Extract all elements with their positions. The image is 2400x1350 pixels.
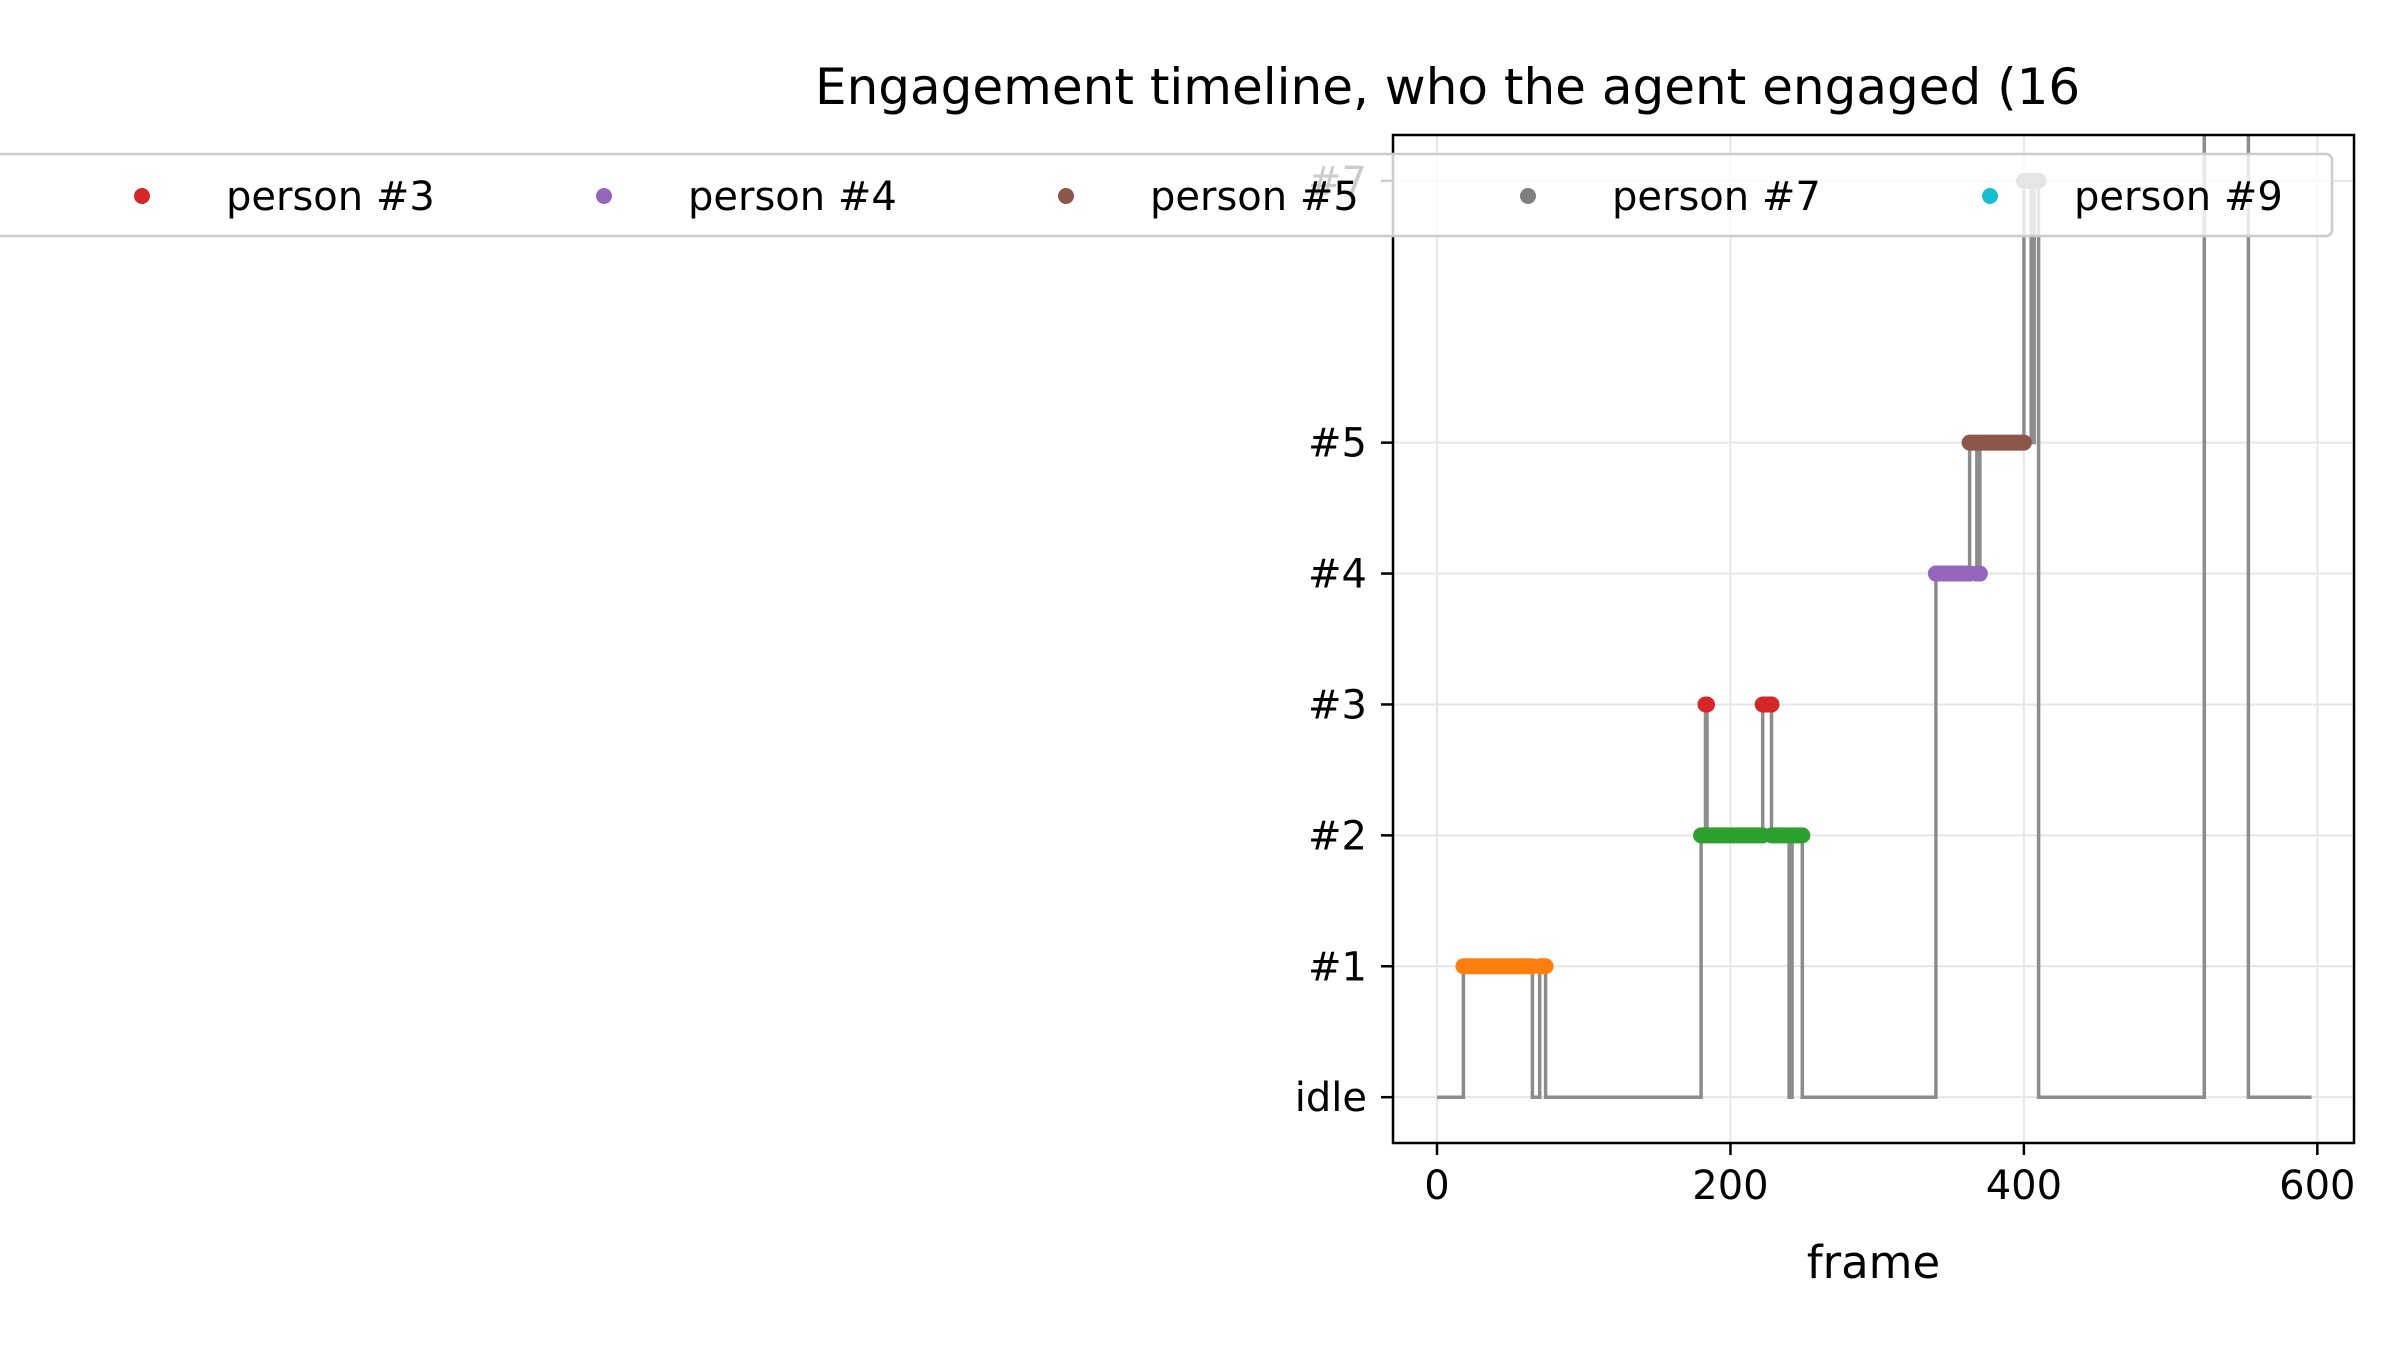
engagement-markers xyxy=(1455,172,2047,975)
y-tick-label: #2 xyxy=(1308,813,1367,859)
legend-label: person #9 xyxy=(2074,174,2283,220)
legend-label: person #5 xyxy=(1150,174,1359,220)
y-tick-label: #4 xyxy=(1308,552,1367,598)
legend-marker xyxy=(596,188,612,204)
legend-label: person #3 xyxy=(226,174,435,220)
y-tick-label: #5 xyxy=(1308,421,1367,467)
plot-frame xyxy=(1391,133,2356,1145)
y-tick-label: #1 xyxy=(1308,944,1367,990)
y-tick-label: #3 xyxy=(1308,682,1367,728)
x-tick-label: 600 xyxy=(2279,1163,2355,1209)
legend-label: person #4 xyxy=(688,174,897,220)
legend-entry: person #5 xyxy=(1058,174,1359,220)
legend-entry: person #7 xyxy=(1520,174,1821,220)
legend-marker xyxy=(1520,188,1536,204)
legend-entry: person #4 xyxy=(596,174,897,220)
legend-box xyxy=(0,152,2334,238)
x-tick-label: 200 xyxy=(1692,1163,1768,1209)
legend-marker xyxy=(1058,188,1074,204)
grid xyxy=(1393,135,2354,1143)
x-axis-label: frame xyxy=(1807,1236,1940,1289)
y-tick-label: idle xyxy=(1295,1075,1367,1121)
legend-label: person #7 xyxy=(1612,174,1821,220)
legend-marker xyxy=(1982,188,1998,204)
legend-marker xyxy=(134,188,150,204)
legend-entry: person #9 xyxy=(1982,174,2283,220)
x-tick-label: 0 xyxy=(1424,1163,1449,1209)
legend-entry: person #3 xyxy=(134,174,435,220)
legend: person #3 person #4 person #5 person #7 pers… xyxy=(0,152,2334,238)
chart-title: Engagement timeline, who the agent engag… xyxy=(815,58,2080,116)
x-tick-label: 400 xyxy=(1986,1163,2062,1209)
